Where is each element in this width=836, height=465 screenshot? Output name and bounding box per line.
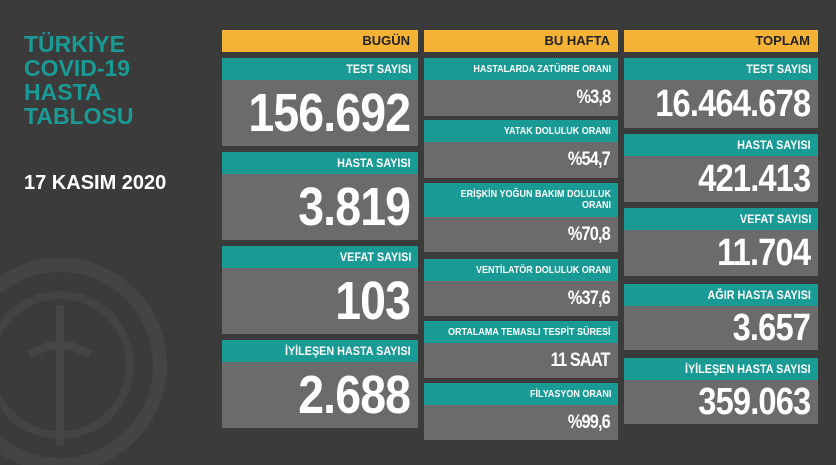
item-label-text: VENTİLATÖR DOLULUK ORANI (476, 264, 611, 276)
item-label-text: TEST SAYISI (345, 62, 411, 76)
item-value-text: 156.692 (248, 83, 411, 143)
item-label: VEFAT SAYISI (624, 208, 818, 230)
item-value: 11.704 (624, 230, 818, 276)
item-label-text: ORTALAMA TEMASLI TESPİT SÜRESİ (448, 326, 611, 338)
item-label: YATAK DOLULUK ORANI (424, 120, 618, 142)
item-label: HASTA SAYISI (624, 134, 818, 156)
item-value-text: %54,7 (567, 149, 611, 170)
title-line: TÜRKİYE (24, 31, 125, 57)
item-value-text: 3.819 (298, 177, 411, 237)
item-label: ERİŞKİN YOĞUN BAKIM DOLULUK ORANI (424, 183, 618, 217)
background-emblem (0, 258, 167, 465)
item-label: VENTİLATÖR DOLULUK ORANI (424, 259, 618, 281)
item-value: 16.464.678 (624, 80, 818, 128)
item-label-text: TEST SAYISI (745, 62, 811, 76)
item-value: %70,8 (424, 217, 618, 252)
item-value-text: 359.063 (697, 380, 811, 423)
item-value: %54,7 (424, 142, 618, 178)
item-value-text: %3,8 (576, 87, 611, 108)
item-label-text: İYİLEŞEN HASTA SAYISI (285, 344, 411, 358)
item-value-text: %70,8 (567, 223, 611, 245)
title-line: TABLOSU (24, 103, 134, 129)
item-value: 421.413 (624, 156, 818, 202)
item-label-text: HASTA SAYISI (737, 138, 811, 152)
item-label-text: AĞIR HASTA SAYISI (707, 288, 811, 302)
item-label-text: YATAK DOLULUK ORANI (504, 125, 611, 137)
item-label: ORTALAMA TEMASLI TESPİT SÜRESİ (424, 321, 618, 343)
item-label: HASTA SAYISI (222, 152, 418, 174)
column-header: BUGÜN (222, 30, 418, 52)
item-value-text: 11.704 (716, 231, 811, 274)
item-label: İYİLEŞEN HASTA SAYISI (624, 358, 818, 380)
title-line: HASTA (24, 79, 102, 105)
item-label: HASTALARDA ZATÜRRE ORANI (424, 58, 618, 80)
item-value: 3.657 (624, 306, 818, 350)
item-value-text: 2.688 (298, 365, 411, 425)
date: 17 KASIM 2020 (24, 172, 167, 194)
item-value: 3.819 (222, 174, 418, 240)
item-label-text: VEFAT SAYISI (739, 212, 811, 226)
item-label-text: VEFAT SAYISI (339, 250, 411, 264)
column-header: BU HAFTA (424, 30, 618, 52)
item-label: FİLYASYON ORANI (424, 383, 618, 405)
item-label-text: HASTALARDA ZATÜRRE ORANI (473, 63, 611, 75)
title-line: COVID-19 (24, 55, 131, 81)
item-label-text: FİLYASYON ORANI (529, 388, 611, 400)
item-value: %3,8 (424, 80, 618, 116)
item-value: 156.692 (222, 80, 418, 146)
item-label: İYİLEŞEN HASTA SAYISI (222, 340, 418, 362)
item-value-text: %99,6 (567, 411, 611, 433)
item-label-text: HASTA SAYISI (337, 156, 411, 170)
item-label-text: İYİLEŞEN HASTA SAYISI (685, 362, 811, 376)
item-value: 11 SAAT (424, 343, 618, 378)
item-value: %99,6 (424, 405, 618, 440)
title: TÜRKİYE COVID-19 HASTA TABLOSU (24, 32, 133, 128)
item-value-text: 3.657 (732, 306, 811, 349)
item-value: 103 (222, 268, 418, 334)
item-value-text: 11 SAAT (550, 349, 611, 371)
item-label: TEST SAYISI (624, 58, 818, 80)
item-value: %37,6 (424, 281, 618, 316)
item-value-text: 103 (335, 271, 411, 331)
column-header: TOPLAM (624, 30, 818, 52)
item-label: VEFAT SAYISI (222, 246, 418, 268)
item-label-text: ERİŞKİN YOĞUN BAKIM DOLULUK ORANI (460, 189, 611, 211)
item-value-text: %37,6 (567, 287, 611, 309)
item-value-text: 16.464.678 (655, 82, 811, 125)
item-value: 359.063 (624, 380, 818, 424)
item-label: AĞIR HASTA SAYISI (624, 284, 818, 306)
item-value: 2.688 (222, 362, 418, 428)
item-label: TEST SAYISI (222, 58, 418, 80)
item-value-text: 421.413 (697, 157, 811, 200)
